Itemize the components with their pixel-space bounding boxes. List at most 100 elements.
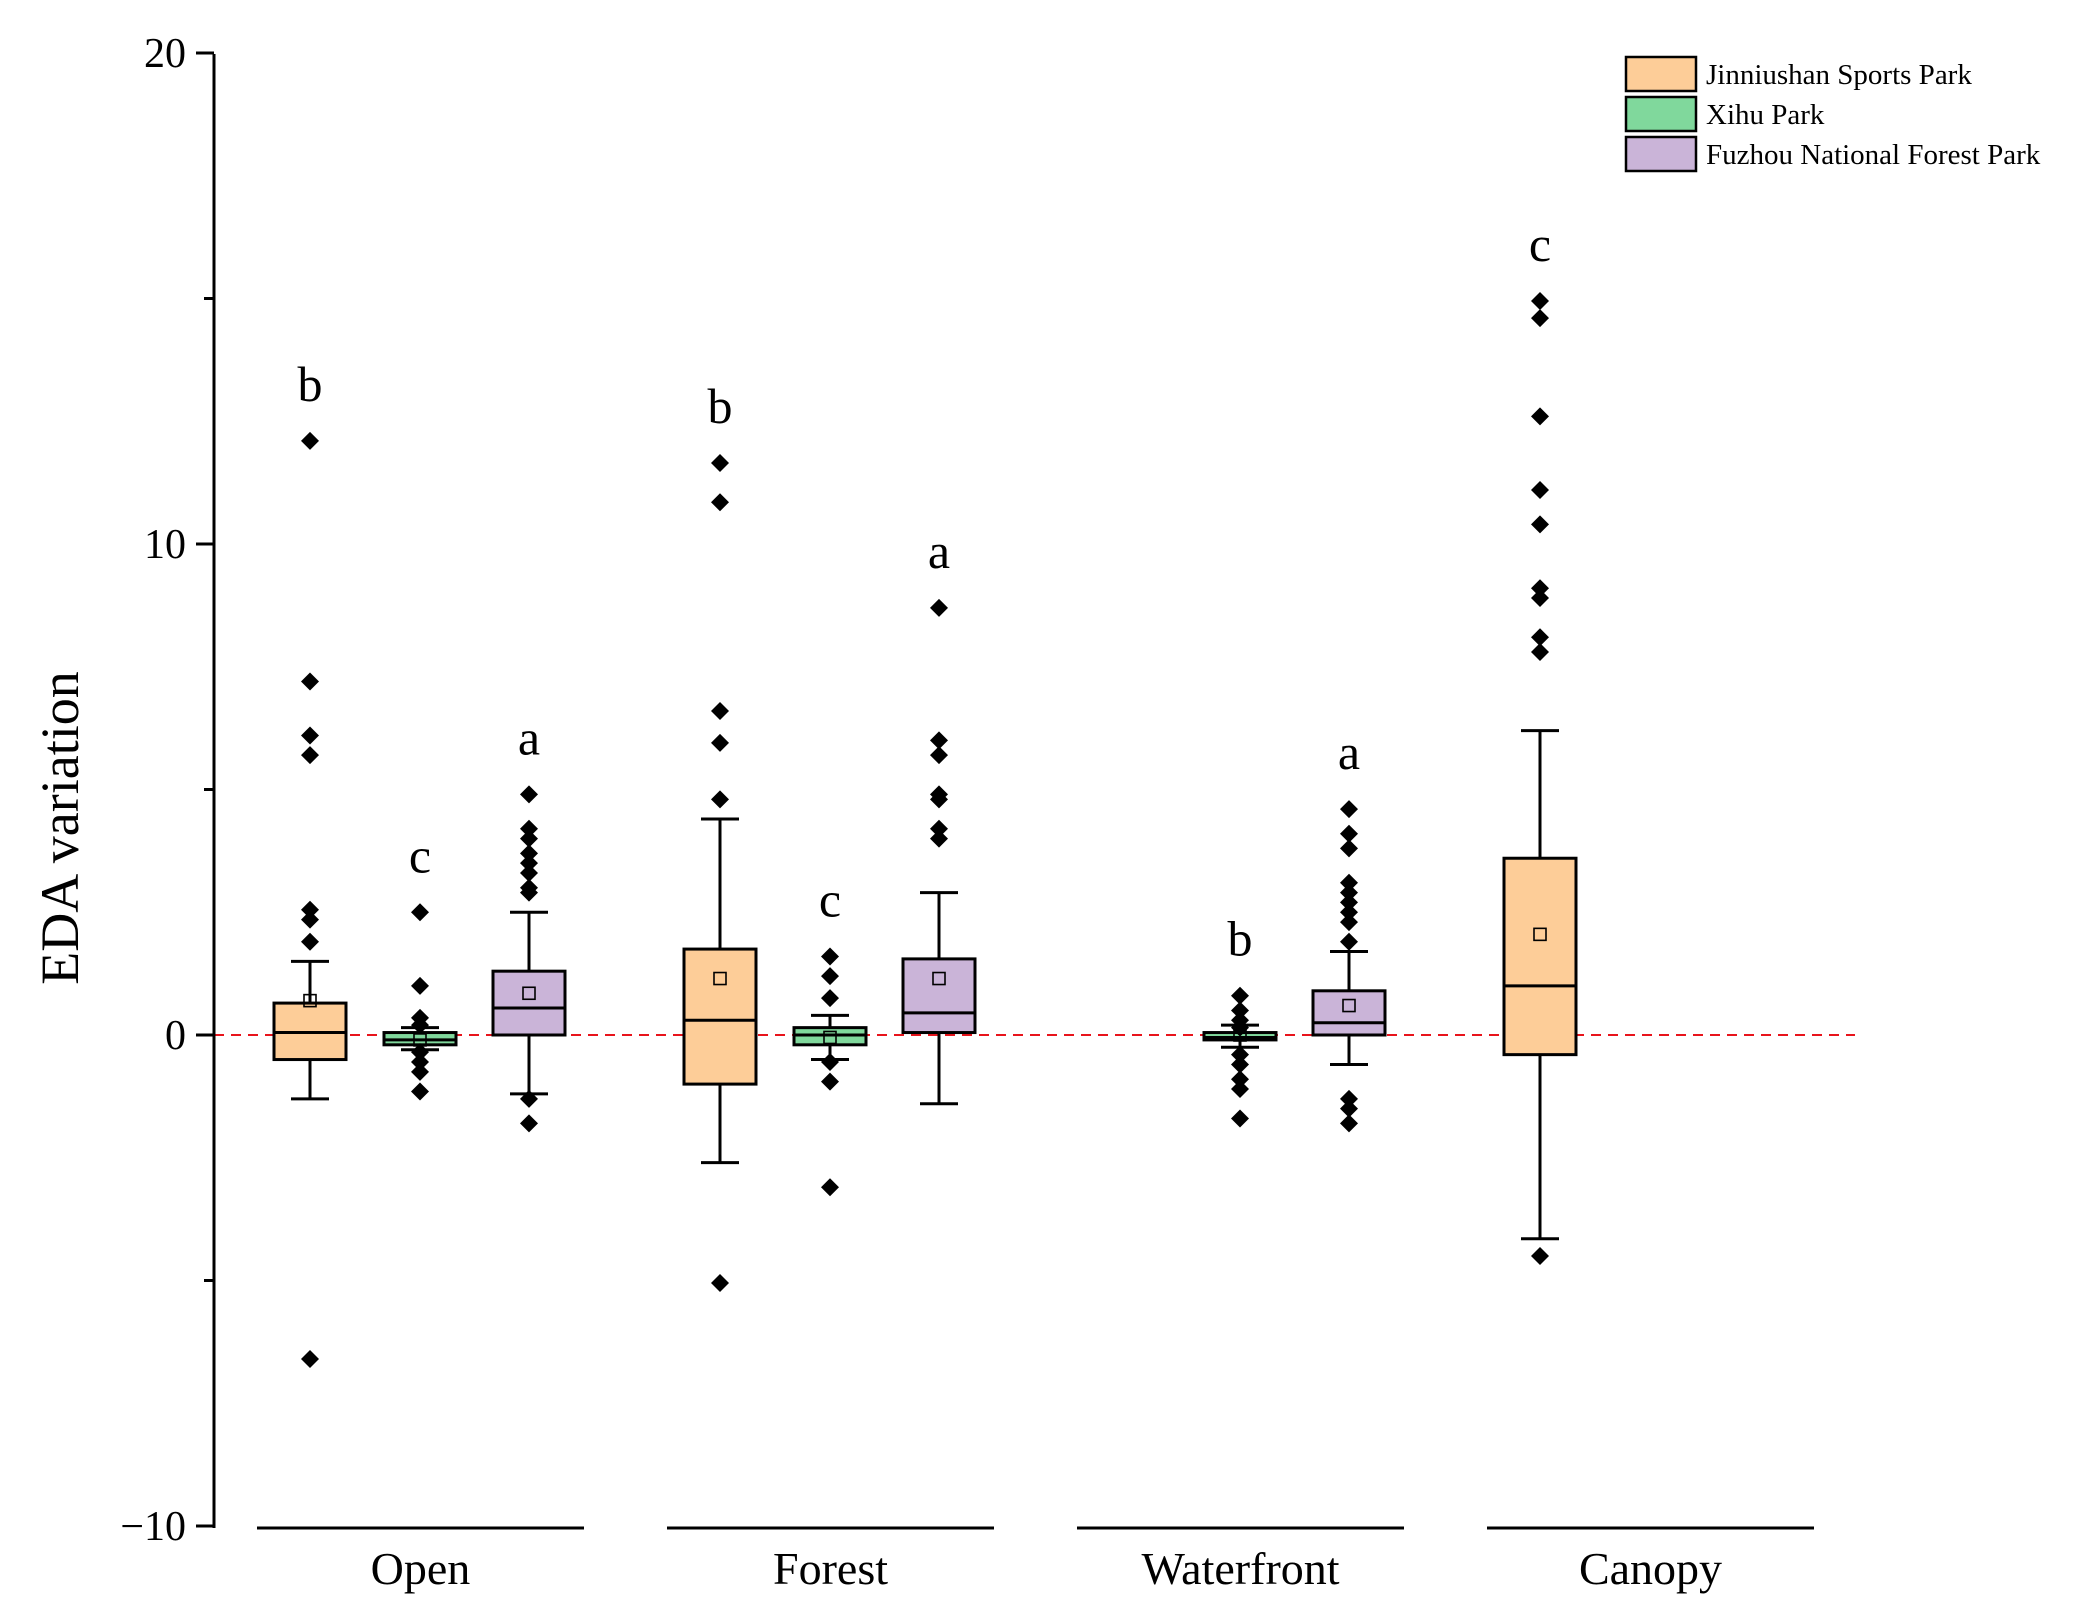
box-forest-2: a — [901, 523, 977, 1106]
box-open-1: c — [382, 827, 458, 1101]
outlier-point — [711, 701, 729, 720]
outlier-point — [1531, 579, 1549, 598]
outlier-point — [1340, 1114, 1358, 1133]
significance-letter: c — [1529, 216, 1551, 272]
outlier-point — [1531, 628, 1549, 647]
outlier-point — [1531, 589, 1549, 608]
legend-swatch-jinniushan — [1624, 55, 1698, 93]
box-mean-marker — [1533, 927, 1547, 942]
outlier-point — [930, 731, 948, 750]
outlier-point — [520, 785, 538, 804]
outlier-point — [821, 1053, 839, 1072]
y-axis-ticks: −10 0 10 20 — [120, 31, 214, 1550]
x-axis-groups: Open Forest Waterfront Canopy — [257, 1526, 1814, 1594]
outlier-point — [301, 746, 319, 765]
significance-letter: b — [298, 356, 323, 412]
outlier-point — [1231, 1001, 1249, 1020]
box-mean-marker — [932, 971, 946, 986]
outlier-point — [1231, 1045, 1249, 1064]
significance-letter: c — [819, 871, 841, 927]
outlier-point — [821, 989, 839, 1008]
box-canopy-0: c — [1502, 216, 1578, 1265]
outlier-point — [1231, 1070, 1249, 1089]
significance-letter: b — [1228, 911, 1253, 967]
outlier-point — [301, 932, 319, 951]
legend-swatch-fuzhou — [1624, 135, 1698, 173]
outlier-point — [1231, 1055, 1249, 1074]
box-forest-0: b — [682, 378, 758, 1292]
outlier-point — [411, 1016, 429, 1035]
outlier-point — [711, 1273, 729, 1292]
outlier-point — [711, 453, 729, 472]
outlier-point — [520, 863, 538, 882]
box-waterfront-2: a — [1311, 724, 1387, 1133]
group-label: Waterfront — [1141, 1543, 1339, 1594]
outlier-point — [711, 493, 729, 512]
outlier-point — [301, 910, 319, 929]
outlier-point — [520, 1089, 538, 1108]
outlier-point — [1231, 986, 1249, 1005]
y-tick-label: 0 — [165, 1013, 186, 1059]
outlier-point — [821, 1178, 839, 1197]
outlier-point — [411, 976, 429, 995]
box-waterfront-1: b — [1202, 911, 1278, 1128]
box-iqr — [901, 957, 977, 1035]
significance-letter: c — [409, 827, 431, 883]
legend-label-xihu: Xihu Park — [1706, 99, 1825, 131]
box-mean-marker — [303, 993, 317, 1008]
outlier-point — [520, 854, 538, 873]
outlier-point — [301, 672, 319, 691]
outlier-point — [1231, 1018, 1249, 1037]
box-iqr — [1502, 856, 1578, 1057]
outlier-point — [1340, 873, 1358, 892]
legend: Jinniushan Sports Park Xihu Park Fuzhou … — [1624, 55, 2041, 173]
outlier-point — [301, 431, 319, 450]
significance-letter: a — [928, 523, 950, 579]
outlier-point — [1531, 1246, 1549, 1265]
outlier-point — [930, 829, 948, 848]
significance-letter: b — [708, 378, 733, 434]
outlier-point — [411, 1082, 429, 1101]
outlier-point — [1340, 1089, 1358, 1108]
outlier-point — [1531, 515, 1549, 534]
outlier-point — [930, 746, 948, 765]
outlier-point — [930, 819, 948, 838]
box-forest-1: c — [792, 871, 868, 1197]
significance-letter: a — [1338, 724, 1360, 780]
outlier-point — [930, 598, 948, 617]
outlier-point — [1531, 309, 1549, 328]
outlier-point — [821, 967, 839, 986]
legend-label-jinniushan: Jinniushan Sports Park — [1706, 59, 1972, 91]
box-open-2: a — [491, 709, 567, 1133]
group-label: Forest — [773, 1543, 888, 1594]
outlier-point — [520, 844, 538, 863]
box-mean-marker — [823, 1030, 837, 1045]
outlier-point — [301, 1350, 319, 1369]
outlier-point — [1231, 1080, 1249, 1099]
outlier-point — [930, 790, 948, 809]
box-iqr — [682, 947, 758, 1086]
box-mean-marker — [522, 986, 536, 1001]
outlier-point — [1340, 932, 1358, 951]
outlier-point — [1340, 1099, 1358, 1118]
outlier-point — [1340, 883, 1358, 902]
box-iqr — [491, 969, 567, 1037]
outlier-point — [1531, 291, 1549, 310]
outlier-point — [1340, 893, 1358, 912]
outlier-point — [411, 1053, 429, 1072]
y-tick-label: 20 — [144, 31, 186, 77]
group-label: Canopy — [1579, 1543, 1722, 1594]
outlier-point — [1340, 839, 1358, 858]
outlier-point — [301, 900, 319, 919]
significance-letter: a — [518, 709, 540, 765]
outlier-point — [711, 790, 729, 809]
plot-area: b c a b c a b a c — [214, 216, 1855, 1369]
outlier-point — [1531, 643, 1549, 662]
box-mean-marker — [1342, 998, 1356, 1013]
outlier-point — [1340, 903, 1358, 922]
box-iqr — [1311, 989, 1387, 1037]
outlier-point — [821, 1072, 839, 1091]
outlier-point — [1340, 800, 1358, 819]
group-label: Open — [371, 1543, 471, 1594]
y-axis-title: EDA variation — [30, 671, 90, 984]
